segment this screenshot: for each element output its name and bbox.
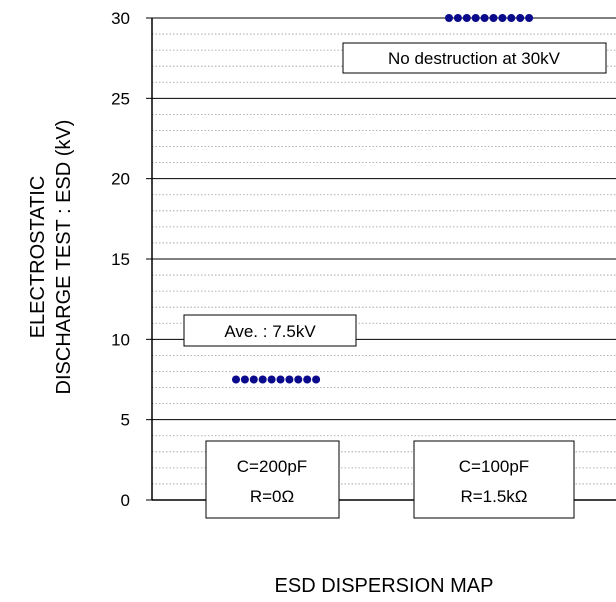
- data-point: [516, 14, 525, 22]
- y-tick-label: 30: [111, 9, 130, 28]
- annotation-no-destruction: No destruction at 30kV: [342, 42, 607, 74]
- annotation-average: Ave. : 7.5kV: [183, 314, 357, 347]
- data-point: [498, 14, 507, 22]
- annotation-average-box: [183, 314, 357, 347]
- y-tick-label: 25: [111, 89, 130, 108]
- group-label-c100-line2: R=1.5kΩ: [460, 487, 527, 506]
- data-point: [240, 375, 249, 384]
- y-axis-title-line2: DISCHARGE TEST : ESD (kV): [53, 120, 75, 395]
- data-point: [445, 14, 453, 22]
- y-tick-label: 20: [111, 170, 130, 189]
- data-point: [276, 375, 285, 384]
- data-point: [294, 375, 303, 384]
- data-points: [232, 14, 534, 384]
- data-point: [258, 375, 267, 384]
- data-point: [285, 375, 294, 384]
- x-axis-title: ESD DISPERSION MAP: [275, 575, 494, 597]
- data-point: [489, 14, 498, 22]
- group-label-c200-box: [205, 440, 340, 519]
- y-tick-label: 15: [111, 250, 130, 269]
- group-label-c100-box: [413, 440, 575, 519]
- y-tick-label: 10: [111, 330, 130, 349]
- group-label-c200-line1: C=200pF: [237, 457, 307, 476]
- y-axis-title-line1: ELECTROSTATIC: [27, 176, 49, 339]
- data-point: [480, 14, 489, 22]
- data-point: [312, 375, 321, 384]
- data-point: [453, 14, 462, 22]
- data-point: [232, 375, 240, 384]
- annotation-no-destruction-box: [342, 42, 607, 74]
- y-tick-label: 5: [121, 411, 130, 430]
- annotation-no-destruction-text: No destruction at 30kV: [388, 49, 561, 68]
- annotation-average-text: Ave. : 7.5kV: [224, 322, 316, 341]
- data-point: [525, 14, 534, 22]
- group-label-c200-line2: R=0Ω: [250, 487, 294, 506]
- data-point: [303, 375, 312, 384]
- group-label-c100: C=100pF R=1.5kΩ: [413, 440, 575, 519]
- data-point: [249, 375, 258, 384]
- data-point: [267, 375, 276, 384]
- y-tick-label: 0: [121, 491, 130, 510]
- group-label-c200: C=200pF R=0Ω: [205, 440, 340, 519]
- group-label-c100-line1: C=100pF: [459, 457, 529, 476]
- data-point: [471, 14, 480, 22]
- y-ticks: 0 5 10 15 20 25 30: [111, 9, 152, 510]
- data-point: [507, 14, 516, 22]
- data-point: [462, 14, 471, 22]
